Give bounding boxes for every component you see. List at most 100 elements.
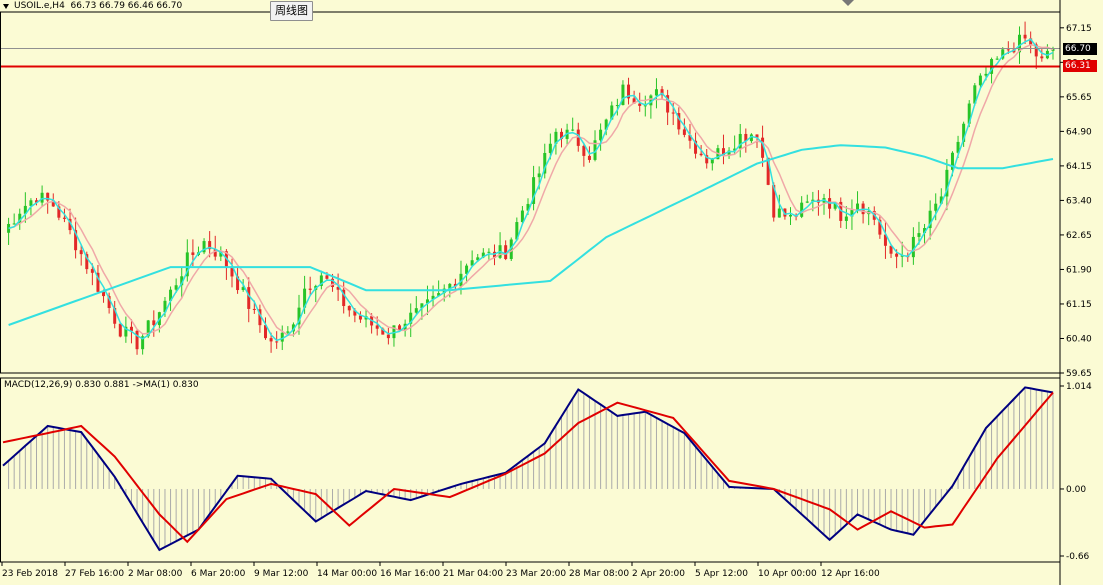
candle-body: [308, 288, 312, 290]
candle-body: [347, 306, 351, 311]
time-tick-label: 21 Mar 04:00: [443, 569, 503, 579]
candle-body: [917, 233, 921, 237]
candle-body: [749, 134, 753, 142]
candle-body: [777, 208, 781, 218]
candle-body: [236, 276, 240, 291]
candle-body: [526, 203, 530, 211]
ma-slow-line: [8, 44, 1054, 336]
candle-body: [850, 210, 854, 217]
price-tick-label: 61.90: [1066, 265, 1092, 275]
candle-body: [738, 133, 742, 149]
candle-body: [180, 276, 184, 286]
candle-body: [420, 303, 424, 309]
timeframe-button[interactable]: 周线图: [270, 1, 313, 21]
candle-body: [755, 134, 759, 138]
candle-body: [945, 169, 949, 197]
candle-body: [269, 338, 273, 342]
candle-body: [733, 148, 737, 151]
candle-body: [660, 89, 664, 96]
macd-tick-label: -0.66: [1066, 552, 1090, 562]
candle-body: [649, 95, 653, 106]
candle-body: [1006, 49, 1010, 51]
signal-line: [2, 391, 1054, 544]
candle-body: [705, 155, 709, 164]
time-tick-label: 28 Mar 08:00: [569, 569, 629, 579]
candle-body: [772, 184, 776, 218]
candle-body: [174, 285, 178, 290]
candle-body: [844, 216, 848, 221]
candle-body: [213, 249, 217, 257]
candle-body: [789, 214, 792, 217]
time-tick-label: 10 Apr 00:00: [758, 569, 817, 579]
candle-body: [721, 148, 725, 156]
candle-body: [431, 295, 435, 300]
candle-body: [682, 129, 686, 135]
candle-body: [129, 326, 133, 331]
price-tick-label: 63.40: [1066, 196, 1092, 206]
candle-body: [984, 73, 988, 76]
symbol-label: USOIL.e,H4: [14, 1, 65, 11]
candle-body: [978, 75, 982, 86]
level-price-badge: 66.31: [1063, 60, 1097, 73]
candle-body: [437, 293, 441, 296]
candle-body: [537, 173, 541, 178]
candle-body: [654, 89, 658, 96]
candle-body: [520, 210, 524, 223]
candle-body: [18, 213, 22, 224]
candle-body: [856, 203, 860, 211]
candle-body: [146, 320, 150, 337]
candle-body: [1001, 49, 1005, 59]
candle-body: [839, 201, 843, 221]
macd-axis: 1.014 0.00 -0.66: [1060, 382, 1092, 562]
price-tick-label: 64.15: [1066, 162, 1092, 172]
candle-body: [275, 341, 279, 343]
candle-body: [962, 123, 966, 142]
candle-body: [85, 254, 89, 270]
price-plot: [0, 21, 1060, 355]
candle-body: [252, 308, 256, 310]
candle-body: [79, 250, 83, 255]
candle-body: [833, 201, 837, 209]
candle-body: [688, 134, 692, 141]
candle-body: [883, 234, 887, 246]
candle-body: [476, 257, 480, 261]
candle-body: [481, 252, 485, 258]
candle-body: [353, 310, 357, 316]
candle-body: [1034, 44, 1038, 57]
time-tick-label: 27 Feb 16:00: [65, 569, 124, 579]
candle-body: [610, 105, 614, 120]
candle-body: [666, 95, 670, 113]
candle-body: [62, 217, 66, 219]
candle-body: [761, 137, 765, 158]
candle-body: [615, 105, 619, 107]
candle-body: [303, 288, 307, 308]
price-tick-label: 60.40: [1066, 334, 1092, 344]
candle-body: [470, 260, 474, 266]
candle-body: [532, 177, 536, 204]
candle-body: [1017, 34, 1021, 53]
candle-body: [414, 308, 418, 313]
candle-body: [342, 289, 346, 307]
candle-body: [375, 325, 379, 329]
ma-fast-line: [8, 38, 1054, 342]
candle-body: [928, 210, 932, 229]
candle-body: [727, 150, 731, 156]
time-tick-label: 2 Mar 08:00: [128, 569, 183, 579]
candle-body: [280, 332, 284, 342]
candle-body: [68, 218, 72, 231]
macd-tick-label: 1.014: [1066, 382, 1092, 392]
macd-tick-label: 0.00: [1066, 485, 1086, 495]
candle-body: [57, 206, 61, 218]
current-price-badge: 66.70: [1063, 42, 1097, 55]
symbol-dropdown-icon[interactable]: [3, 4, 9, 9]
candle-body: [113, 308, 117, 324]
candle-body: [487, 251, 491, 253]
candle-body: [398, 325, 402, 331]
ma-long-line: [8, 144, 1054, 326]
candle-body: [286, 331, 290, 333]
candle-body: [135, 330, 139, 350]
time-tick-label: 12 Apr 16:00: [821, 569, 880, 579]
candle-body: [102, 291, 106, 297]
candle-body: [107, 296, 111, 309]
